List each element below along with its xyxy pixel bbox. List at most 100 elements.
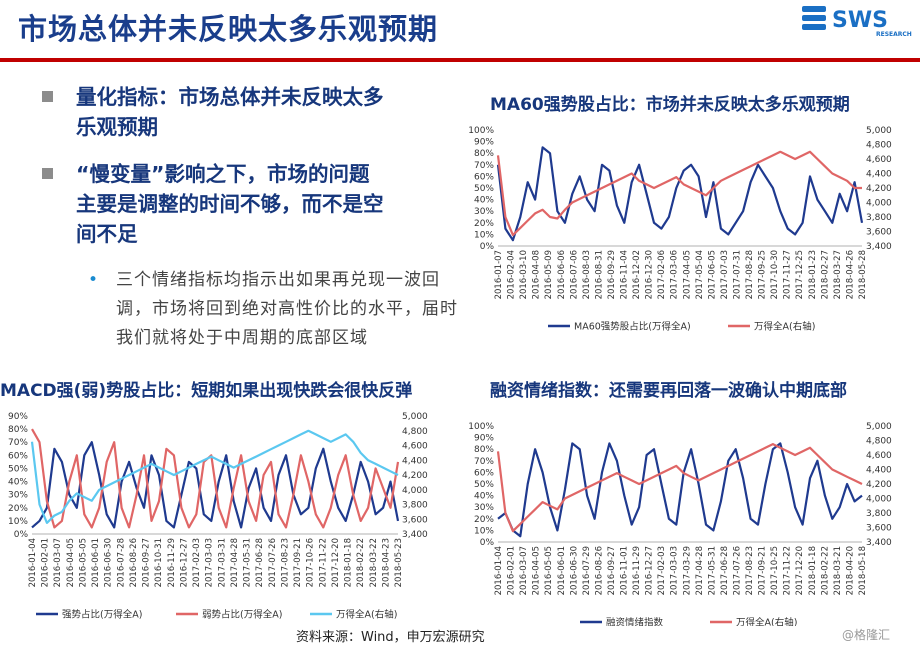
sub-bullet-text: 三个情绪指标均指示出如果再兑现一波回调，市场将回到绝对高性价比的水平，届时我们就… [116,270,458,348]
y-right-tick: 4,800 [402,427,428,437]
watermark: @格隆汇 [842,628,891,642]
y-right-tick: 4,600 [402,442,428,452]
y-left-tick: 30% [474,207,494,217]
x-tick-label: 2017-09-21 [293,538,303,587]
y-left-tick: 10% [8,517,28,527]
y-left-tick: 50% [474,480,494,490]
x-tick-label: 2016-04-05 [532,546,542,595]
y-right-tick: 3,800 [866,213,892,223]
x-tick-label: 2017-09-21 [758,546,768,595]
chart-financing: 100% 90%80% 70%60% 50% 40%30% 20%10% 0% 5,000 4,… [468,422,892,627]
bullet-2-line2: 主要是调整的时间不够，而不是空 [76,192,384,216]
x-tick-label: 2018-04-26 [845,250,855,299]
x-tick-label: 2016-03-10 [519,250,529,299]
y-left-tick: 50% [8,464,28,474]
x-tick-label: 2016-11-04 [620,250,630,299]
y-right-tick: 5,000 [866,126,892,136]
x-tick-label: 2018-05-28 [858,250,868,299]
x-tick-label: 2018-05-18 [858,546,868,595]
sub-bullet: • 三个情绪指标均指示出如果再兑现一波回调，市场将回到绝对高性价比的水平，届时我… [88,266,466,353]
y-left-tick: 80% [8,425,28,435]
x-tick-label: 2017-12-20 [331,538,341,587]
x-tick-label: 2016-11-01 [620,546,630,595]
y-left-tick: 70% [474,161,494,171]
x-tick-label: 2018-03-27 [833,250,843,299]
x-tick-label: 2017-02-03 [657,546,667,595]
x-tick-label: 2016-09-29 [607,250,617,299]
legend-label: 万得全A(右轴) [336,609,397,621]
y-left-tick: 90% [474,434,494,444]
x-tick-label: 2016-02-01 [507,546,517,595]
x-tick-label: 2017-11-22 [318,538,328,587]
x-tick-label: 2018-03-22 [369,538,379,587]
x-tick-label: 2016-01-07 [494,250,504,299]
x-tick-label: 2018-04-23 [381,538,391,587]
y-left-tick: 60% [474,468,494,478]
y-right-tick: 3,800 [402,501,428,511]
series-line-1 [496,443,863,533]
y-left-tick: 40% [474,492,494,502]
x-tick-label: 2016-12-02 [632,250,642,299]
x-tick-label: 2018-02-22 [356,538,366,587]
y-right-tick: 4,600 [866,451,892,461]
legend-label: 弱势占比(万得全A) [202,609,282,621]
x-tick-label: 2017-07-26 [268,538,278,587]
series-line-1 [31,428,400,529]
legend-label: 融资情绪指数 [606,617,664,627]
x-tick-label: 2016-08-31 [594,250,604,299]
x-tick-label: 2017-02-06 [657,250,667,299]
x-tick-label: 2017-10-30 [770,250,780,299]
chart-3-title: 融资情绪指数：还需要再回落一波确认中期底部 [490,381,847,401]
x-tick-label: 2017-04-28 [695,546,705,595]
y-left-tick: 0% [480,538,495,548]
x-tick-label: 2018-01-18 [808,546,818,595]
x-tick-label: 2017-09-25 [758,250,768,299]
x-tick-label: 2016-11-29 [167,538,177,587]
x-tick-label: 2016-12-27 [179,538,189,587]
y-right-tick: 3,600 [866,524,892,534]
y-left-tick: 0% [480,242,495,252]
legend-label: MA60强势股占比(万得全A) [574,321,691,333]
x-tick-label: 2016-05-05 [78,538,88,587]
y-left-tick: 80% [474,149,494,159]
page-title: 市场总体并未反映太多乐观预期 [18,12,439,46]
bullet-square-icon [42,168,53,179]
x-tick-label: 2016-08-26 [129,538,139,587]
x-tick-label: 2018-04-20 [845,546,855,595]
sws-logo: SWS RESEARCH [802,6,912,38]
x-tick-label: 2017-05-31 [243,538,253,587]
bullet-1: 量化指标：市场总体并未反映太多 乐观预期 [42,82,466,142]
bullet-1-line1: 量化指标：市场总体并未反映太多 [76,85,384,109]
y-left-tick: 100% [468,422,494,432]
x-tick-label: 2017-12-25 [795,250,805,299]
x-tick-label: 2016-11-29 [632,546,642,595]
y-right-tick: 3,800 [866,509,892,519]
y-left-tick: 60% [474,172,494,182]
y-right-tick: 3,400 [866,242,892,252]
x-tick-label: 2017-11-22 [783,546,793,595]
x-tick-label: 2016-06-06 [557,250,567,299]
y-right-tick: 3,400 [866,538,892,548]
y-right-tick: 4,400 [866,466,892,476]
x-tick-label: 2017-08-28 [745,250,755,299]
x-tick-label: 2018-05-23 [394,538,404,587]
y-left-tick: 70% [8,438,28,448]
bullet-2: “慢变量”影响之下，市场的问题 主要是调整的时间不够，而不是空 间不足 [42,159,466,249]
bullet-2-line1: “慢变量”影响之下，市场的问题 [76,162,370,186]
x-tick-label: 2017-03-03 [670,546,680,595]
x-tick-label: 2017-02-03 [192,538,202,587]
title-rule [0,58,920,62]
source-note: 资料来源：Wind，申万宏源研究 [296,630,485,645]
y-left-tick: 0% [14,530,29,540]
x-tick-label: 2017-03-31 [217,538,227,587]
x-tick-label: 2018-02-27 [820,250,830,299]
x-tick-label: 2016-08-03 [582,250,592,299]
x-tick-label: 2018-02-22 [820,546,830,595]
x-tick-label: 2016-10-31 [154,538,164,587]
x-tick-label: 2017-07-03 [720,250,730,299]
x-tick-label: 2017-07-26 [732,546,742,595]
x-tick-label: 2017-08-23 [280,538,290,587]
bullet-square-icon [42,91,53,102]
y-right-tick: 4,600 [866,155,892,165]
x-tick-label: 2017-10-25 [770,546,780,595]
